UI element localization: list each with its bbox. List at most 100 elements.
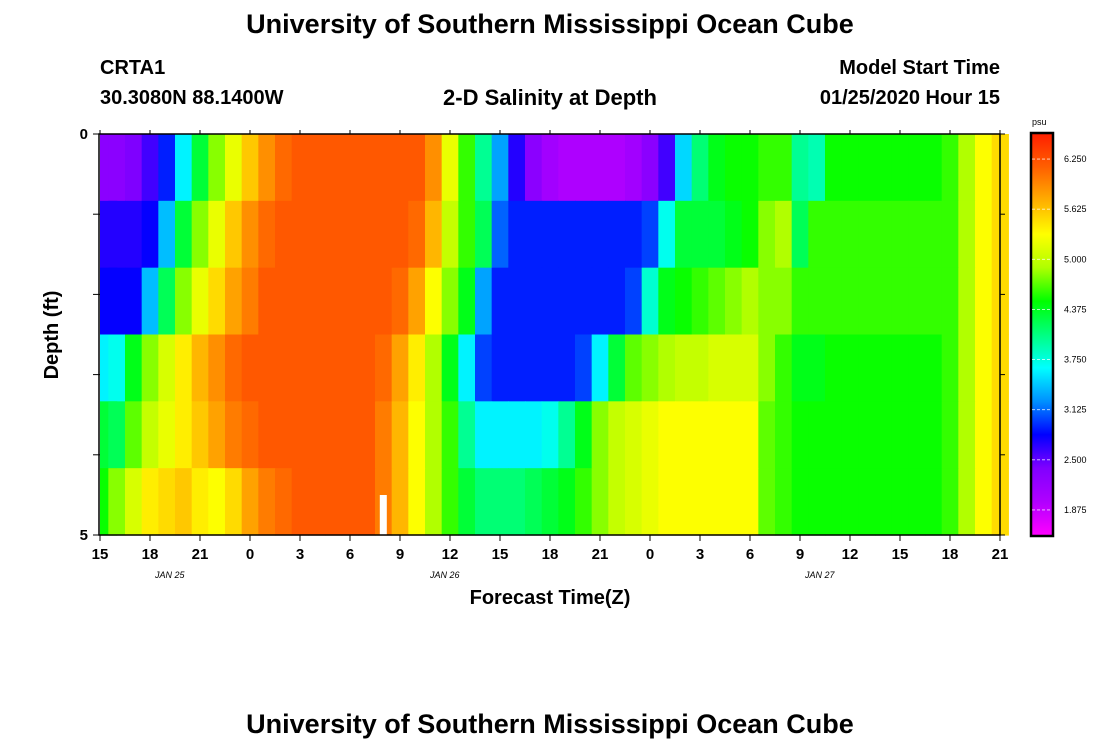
heatmap-cell <box>608 468 626 536</box>
heatmap-cell <box>658 267 676 336</box>
heatmap-cell <box>941 468 959 536</box>
heatmap-cell <box>141 267 159 336</box>
heatmap-cell <box>658 401 676 469</box>
heatmap-cell <box>108 401 126 469</box>
heatmap-cell <box>658 134 676 202</box>
heatmap-cell <box>625 468 643 536</box>
heatmap-cell <box>291 334 309 402</box>
heatmap-cell <box>441 200 459 269</box>
heatmap-cell <box>825 134 843 202</box>
heatmap-cell <box>525 401 543 469</box>
heatmap-cell <box>741 134 759 202</box>
heatmap-cell <box>491 267 509 336</box>
heatmap-cell <box>825 334 843 402</box>
heatmap-cell <box>358 267 376 336</box>
heatmap-cell <box>708 401 726 469</box>
heatmap-cell <box>508 468 526 536</box>
heatmap-cell <box>925 468 943 536</box>
heatmap-cell <box>858 267 876 336</box>
heatmap-cell <box>741 468 759 536</box>
heatmap-cell <box>341 134 359 202</box>
heatmap-cell <box>291 468 309 536</box>
heatmap-cell <box>141 334 159 402</box>
heatmap-cell <box>125 334 143 402</box>
heatmap-cell <box>308 334 326 402</box>
heatmap-cell <box>941 134 959 202</box>
heatmap-cell <box>408 401 426 469</box>
heatmap-cell <box>591 334 609 402</box>
model-start-time: 01/25/2020 Hour 15 <box>819 87 1000 109</box>
heatmap-cell <box>341 401 359 469</box>
heatmap-cell <box>891 468 909 536</box>
heatmap-cell <box>258 401 276 469</box>
heatmap-cell <box>491 468 509 536</box>
heatmap-cell <box>841 134 859 202</box>
heatmap-cell <box>758 468 776 536</box>
heatmap-cell <box>141 134 159 202</box>
colorbar-tick-label: 5.000 <box>1064 254 1087 264</box>
heatmap-cell <box>908 401 926 469</box>
heatmap-cell <box>641 134 659 202</box>
heatmap-cell <box>708 267 726 336</box>
heatmap-cell <box>525 134 543 202</box>
heatmap-cell <box>391 334 409 402</box>
heatmap-cell <box>375 267 393 336</box>
heatmap-cell <box>875 267 893 336</box>
heatmap-cell <box>608 267 626 336</box>
heatmap-cell <box>358 134 376 202</box>
heatmap-cell <box>625 334 643 402</box>
heatmap-cell <box>358 334 376 402</box>
heatmap-cell <box>225 468 243 536</box>
heatmap-cell <box>408 267 426 336</box>
heatmap-cell <box>208 200 226 269</box>
heatmap-cell <box>941 267 959 336</box>
heatmap-cell <box>175 267 193 336</box>
heatmap-cell <box>908 267 926 336</box>
heatmap-cell <box>241 468 259 536</box>
heatmap-cell <box>458 267 476 336</box>
heatmap-cell <box>725 401 743 469</box>
heatmap-cell <box>808 200 826 269</box>
heatmap-cell <box>258 267 276 336</box>
x-tick-label: 3 <box>696 546 704 563</box>
heatmap-cell <box>358 468 376 536</box>
heatmap-cell <box>508 134 526 202</box>
heatmap-cell <box>191 401 209 469</box>
salinity-heatmap-chart: 15 18 21 0 3 6 9 12 15 18 21 0 3 6 9 12 15 18 21 05 Depth … <box>41 117 1087 609</box>
heatmap-cell <box>875 401 893 469</box>
heatmap-cell <box>308 468 326 536</box>
heatmap-cell <box>191 134 209 202</box>
heatmap-cell <box>175 334 193 402</box>
heatmap-cell <box>725 267 743 336</box>
heatmap-cell <box>941 200 959 269</box>
heatmap-cell <box>408 134 426 202</box>
heatmap-cell <box>858 468 876 536</box>
heatmap-cell <box>808 134 826 202</box>
heatmap-cell <box>525 200 543 269</box>
colorbar-gradient <box>1032 134 1052 535</box>
heatmap-cells <box>100 134 1009 536</box>
heatmap-cell <box>875 200 893 269</box>
heatmap-cell <box>608 200 626 269</box>
heatmap-cell <box>725 468 743 536</box>
heatmap-cell <box>475 267 493 336</box>
heatmap-cell <box>108 134 126 202</box>
heatmap-cell <box>791 401 809 469</box>
heatmap-cell <box>108 468 126 536</box>
heatmap-cell <box>791 200 809 269</box>
heatmap-cell <box>208 334 226 402</box>
heatmap-cell <box>408 200 426 269</box>
heatmap-cell <box>891 267 909 336</box>
heatmap-cell <box>308 200 326 269</box>
heatmap-cell <box>691 468 709 536</box>
heatmap-cell <box>275 134 293 202</box>
heatmap-cell <box>675 134 693 202</box>
heatmap-cell <box>225 134 243 202</box>
heatmap-cell <box>391 468 409 536</box>
heatmap-cell <box>741 401 759 469</box>
heatmap-cell <box>158 267 176 336</box>
date-label-jan25: JAN 25 <box>155 570 185 580</box>
heatmap-cell <box>641 267 659 336</box>
heatmap-cell <box>875 468 893 536</box>
heatmap-cell <box>808 468 826 536</box>
